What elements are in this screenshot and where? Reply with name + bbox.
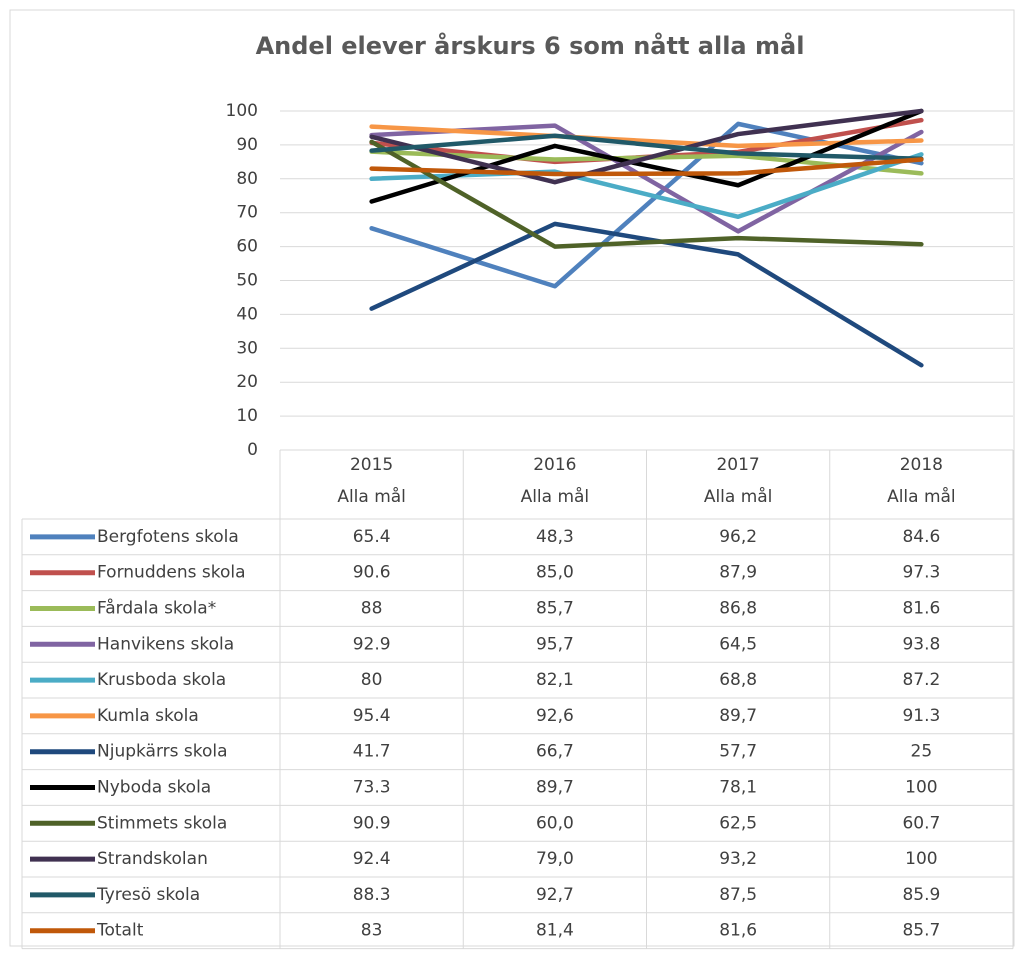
- legend-label: Kumla skola: [97, 706, 199, 726]
- x-tick-label: 2018: [900, 455, 943, 475]
- legend-label: Stimmets skola: [97, 813, 227, 833]
- y-tick-label: 100: [226, 101, 258, 121]
- table-cell: 89,7: [719, 706, 757, 726]
- x-tick-sublabel: Alla mål: [337, 486, 406, 507]
- table-cell: 88: [361, 599, 383, 619]
- table-cell: 92,6: [536, 706, 574, 726]
- legend-label: Totalt: [96, 921, 144, 941]
- y-tick-label: 30: [236, 338, 258, 358]
- legend-label: Fornuddens skola: [97, 563, 246, 583]
- legend-label: Njupkärrs skola: [97, 742, 228, 762]
- table-cell: 84.6: [902, 527, 940, 547]
- table-cell: 90.6: [353, 563, 391, 583]
- y-tick-label: 40: [236, 304, 258, 324]
- series-line: [369, 108, 924, 204]
- table-cell: 92.9: [353, 634, 391, 654]
- legend-label: Krusboda skola: [97, 670, 226, 690]
- table-cell: 81,6: [719, 921, 757, 941]
- table-cell: 87,5: [719, 885, 757, 905]
- table-cell: 89,7: [536, 778, 574, 798]
- table-cell: 41.7: [353, 742, 391, 762]
- table-cell: 57,7: [719, 742, 757, 762]
- table-cell: 85,0: [536, 563, 574, 583]
- y-tick-label: 10: [236, 406, 258, 426]
- table-cell: 60.7: [902, 813, 940, 833]
- table-cell: 93,2: [719, 849, 757, 869]
- table-cell: 65.4: [353, 527, 391, 547]
- table-cell: 100: [905, 849, 937, 869]
- table-cell: 81.6: [902, 599, 940, 619]
- table-cell: 81,4: [536, 921, 574, 941]
- table-cell: 83: [361, 921, 383, 941]
- table-cell: 88.3: [353, 885, 391, 905]
- table-cell: 25: [911, 742, 933, 762]
- y-tick-label: 80: [236, 169, 258, 189]
- y-tick-label: 70: [236, 203, 258, 223]
- table-cell: 82,1: [536, 670, 574, 690]
- legend-label: Strandskolan: [97, 849, 208, 869]
- table-cell: 95,7: [536, 634, 574, 654]
- x-tick-sublabel: Alla mål: [704, 486, 773, 507]
- table-cell: 68,8: [719, 670, 757, 690]
- table-cell: 97.3: [902, 563, 940, 583]
- table-cell: 80: [361, 670, 383, 690]
- series-line: [369, 124, 924, 149]
- table-cell: 87.2: [902, 670, 940, 690]
- y-tick-label: 90: [236, 135, 258, 155]
- table-cell: 90.9: [353, 813, 391, 833]
- table-cell: 73.3: [353, 778, 391, 798]
- x-tick-label: 2017: [716, 455, 759, 475]
- series-line: [369, 139, 924, 249]
- table-cell: 100: [905, 778, 937, 798]
- table-cell: 93.8: [902, 634, 940, 654]
- table-cell: 92.4: [353, 849, 391, 869]
- table-cell: 95.4: [353, 706, 391, 726]
- table-cell: 96,2: [719, 527, 757, 547]
- legend-label: Fårdala skola*: [97, 598, 216, 619]
- x-tick-label: 2016: [533, 455, 576, 475]
- table-cell: 85.9: [902, 885, 940, 905]
- table-cell: 87,9: [719, 563, 757, 583]
- y-tick-label: 60: [236, 237, 258, 257]
- y-tick-label: 20: [236, 372, 258, 392]
- table-cell: 64,5: [719, 634, 757, 654]
- series-line: [369, 108, 924, 185]
- x-tick-sublabel: Alla mål: [887, 486, 956, 507]
- table-cell: 48,3: [536, 527, 574, 547]
- series-line: [369, 157, 924, 177]
- table-cell: 92,7: [536, 885, 574, 905]
- legend-label: Bergfotens skola: [97, 527, 239, 547]
- table-cell: 86,8: [719, 599, 757, 619]
- chart-title: Andel elever årskurs 6 som nått alla mål: [256, 31, 805, 60]
- legend-label: Tyresö skola: [96, 885, 200, 905]
- table-cell: 60,0: [536, 813, 574, 833]
- y-tick-label: 0: [247, 440, 258, 460]
- table-cell: 85.7: [902, 921, 940, 941]
- table-cell: 85,7: [536, 599, 574, 619]
- table-cell: 79,0: [536, 849, 574, 869]
- legend-label: Nyboda skola: [97, 778, 211, 798]
- series-line: [369, 133, 924, 162]
- table-cell: 78,1: [719, 778, 757, 798]
- y-tick-label: 50: [236, 271, 258, 291]
- series-line: [369, 221, 924, 368]
- table-cell: 62,5: [719, 813, 757, 833]
- table-cell: 91.3: [902, 706, 940, 726]
- table-cell: 66,7: [536, 742, 574, 762]
- x-tick-label: 2015: [350, 455, 393, 475]
- legend-label: Hanvikens skola: [97, 634, 234, 654]
- x-tick-sublabel: Alla mål: [521, 486, 590, 507]
